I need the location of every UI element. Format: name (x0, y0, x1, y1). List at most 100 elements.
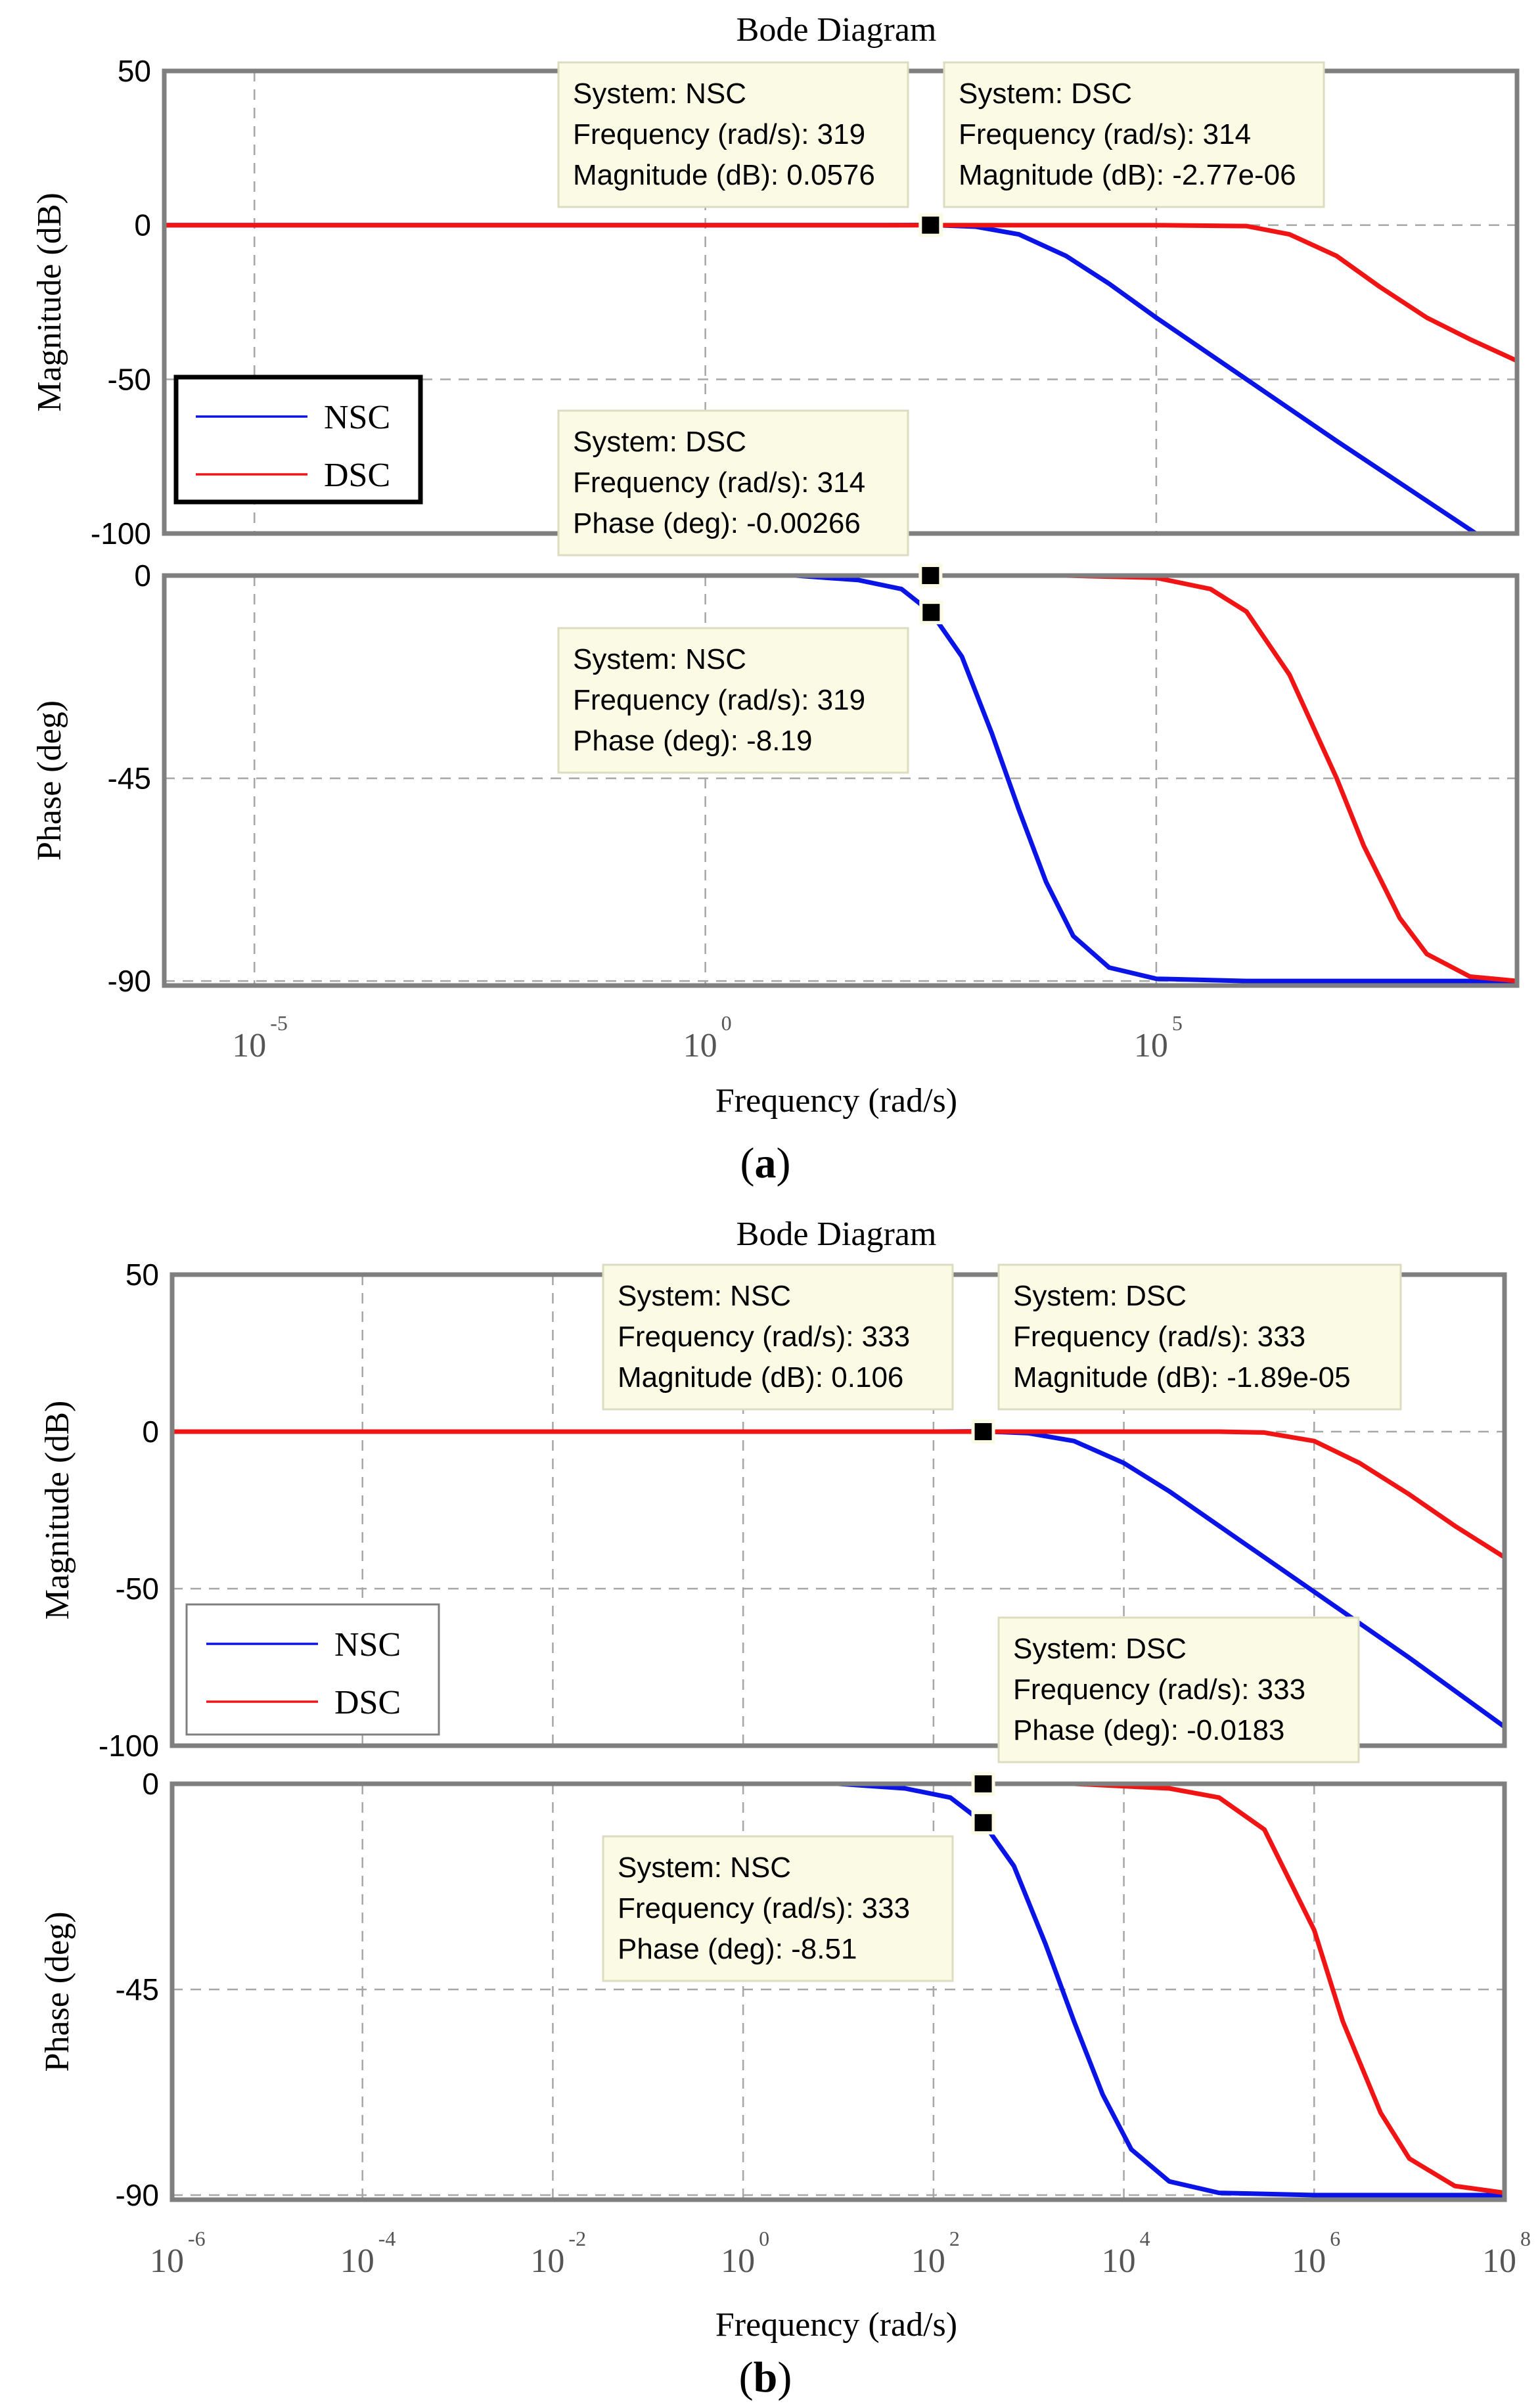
x-tick-base: 10 (340, 2242, 374, 2280)
x-tick-label: 105 (1134, 1011, 1183, 1064)
x-tick-label: 100 (683, 1011, 732, 1064)
datatip-dsc: System: DSC Frequency (rad/s): 314 Magnitu… (943, 61, 1325, 208)
datatip-box (557, 61, 909, 208)
y-tick-label: -90 (108, 964, 151, 998)
y-tick-label: -50 (116, 1572, 159, 1606)
x-tick-base: 10 (1134, 1027, 1168, 1064)
datatip-line: Magnitude (dB): -1.89e-05 (1013, 1361, 1351, 1394)
datatip-box (602, 1263, 954, 1411)
datatip-line: System: NSC (573, 78, 746, 110)
x-tick-exponent: -2 (568, 2227, 586, 2250)
datatip-dsc: System: DSC Frequency (rad/s): 314 Phase (… (557, 409, 909, 556)
datatip-line: Phase (deg): -8.19 (573, 725, 812, 757)
legend-box (173, 375, 423, 505)
y-tick-label: 0 (142, 1767, 159, 1801)
panel-label: (a) (740, 1139, 791, 1187)
datatip-box (602, 1835, 954, 1982)
x-tick-exponent: 0 (721, 1011, 732, 1035)
datatip-marker (922, 216, 940, 234)
x-tick-label: 108 (1482, 2227, 1531, 2280)
y-tick-label: 0 (134, 208, 151, 242)
x-tick-label: 10-5 (232, 1011, 288, 1064)
x-axis-label: Frequency (rad/s) (715, 2306, 957, 2344)
datatip-dsc: System: DSC Frequency (rad/s): 333 Magnitu… (997, 1263, 1402, 1411)
y-tick-label: -100 (99, 1729, 159, 1763)
x-tick-base: 10 (721, 2242, 755, 2280)
datatip-line: Phase (deg): -0.00266 (573, 507, 861, 539)
x-tick-base: 10 (232, 1027, 266, 1064)
series-line-dsc (172, 1429, 1505, 1560)
legend-label: NSC (324, 399, 390, 436)
panel-label-letter: b (754, 2353, 778, 2401)
y-tick-label: 50 (125, 1258, 159, 1292)
plot-frame (162, 573, 1520, 988)
x-tick-base: 10 (150, 2242, 184, 2280)
x-tick-base: 10 (683, 1027, 717, 1064)
series-line-dsc (164, 223, 1517, 363)
x-tick-label: 100 (721, 2227, 769, 2280)
datatip-line: Phase (deg): -8.51 (618, 1933, 857, 1965)
x-tick-base: 10 (1482, 2242, 1516, 2280)
x-tick-exponent: 4 (1140, 2227, 1150, 2250)
series-line-dsc (172, 1784, 1505, 2196)
y-tick-label: -45 (108, 761, 151, 796)
y-tick-label: 0 (142, 1415, 159, 1449)
panel-label: (b) (739, 2353, 792, 2401)
x-tick-exponent: -5 (270, 1011, 288, 1035)
datatip-box (557, 627, 909, 774)
datatip-dsc: System: DSC Frequency (rad/s): 333 Phase (… (997, 1616, 1360, 1763)
datatip-box (997, 1263, 1402, 1411)
legend-label: NSC (334, 1626, 401, 1664)
datatip-line: Frequency (rad/s): 319 (573, 684, 865, 716)
chart-title: Bode Diagram (736, 11, 937, 49)
x-tick-label: 10-2 (530, 2227, 586, 2280)
x-tick-label: 102 (911, 2227, 960, 2280)
legend: NSC DSC (185, 1603, 440, 1736)
datatip-line: Frequency (rad/s): 333 (618, 1892, 910, 1924)
datatip-nsc: System: NSC Frequency (rad/s): 319 Phase (… (557, 627, 909, 774)
datatip-line: Frequency (rad/s): 314 (959, 118, 1251, 150)
phase-plot: 0 -45 -90 Phase (deg) System: DSC Frequency (… (31, 409, 1520, 1064)
datatip-marker (974, 1775, 992, 1793)
y-tick-label: -50 (108, 362, 151, 396)
datatip-line: System: NSC (618, 1280, 791, 1312)
y-tick-label: -45 (116, 1972, 159, 2007)
datatip-line: System: DSC (959, 78, 1132, 110)
legend: NSC DSC (173, 375, 423, 505)
series-line-nsc (172, 1784, 1505, 2198)
datatip-line: Frequency (rad/s): 333 (1013, 1321, 1305, 1353)
datatip-line: Magnitude (dB): 0.106 (618, 1361, 903, 1394)
datatip-line: Phase (deg): -0.0183 (1013, 1714, 1284, 1746)
x-tick-label: 104 (1102, 2227, 1150, 2280)
datatip-line: System: DSC (1013, 1633, 1187, 1665)
bode-panel-b: Bode Diagram 50 0 -50 -100 Magnitude (dB) Syst… (39, 1215, 1531, 2401)
datatip-line: System: DSC (1013, 1280, 1187, 1312)
x-tick-exponent: 2 (949, 2227, 960, 2250)
y-tick-label: -100 (91, 516, 151, 551)
y-axis-label: Phase (deg) (31, 700, 68, 861)
x-tick-exponent: -6 (188, 2227, 206, 2250)
magnitude-plot: 50 0 -50 -100 Magnitude (dB) System: NSC Frequ… (39, 1258, 1507, 1763)
datatip-line: Frequency (rad/s): 333 (618, 1321, 910, 1353)
magnitude-plot: 50 0 -50 -100 Magnitude (dB) System: NSC Frequ… (31, 54, 1520, 551)
datatip-line: Frequency (rad/s): 319 (573, 118, 865, 150)
y-axis-label: Magnitude (dB) (39, 1401, 76, 1620)
x-axis-label: Frequency (rad/s) (715, 1082, 957, 1120)
x-tick-exponent: 6 (1330, 2227, 1340, 2250)
y-tick-label: 50 (118, 54, 151, 88)
x-tick-exponent: 0 (759, 2227, 769, 2250)
x-tick-label: 10-4 (340, 2227, 396, 2280)
legend-label: DSC (324, 457, 390, 494)
datatip-box (557, 409, 909, 556)
datatip-marker (974, 1423, 992, 1440)
datatip-line: System: DSC (573, 426, 746, 458)
datatip-line: Frequency (rad/s): 333 (1013, 1673, 1305, 1706)
plot-frame (170, 1781, 1507, 2202)
datatip-nsc: System: NSC Frequency (rad/s): 333 Phase (… (602, 1835, 954, 1982)
legend-box (185, 1603, 440, 1736)
datatip-line: Magnitude (dB): 0.0576 (573, 159, 875, 191)
datatip-line: System: NSC (618, 1851, 791, 1884)
datatip-line: Frequency (rad/s): 314 (573, 466, 865, 499)
y-axis-label: Phase (deg) (39, 1911, 76, 2072)
